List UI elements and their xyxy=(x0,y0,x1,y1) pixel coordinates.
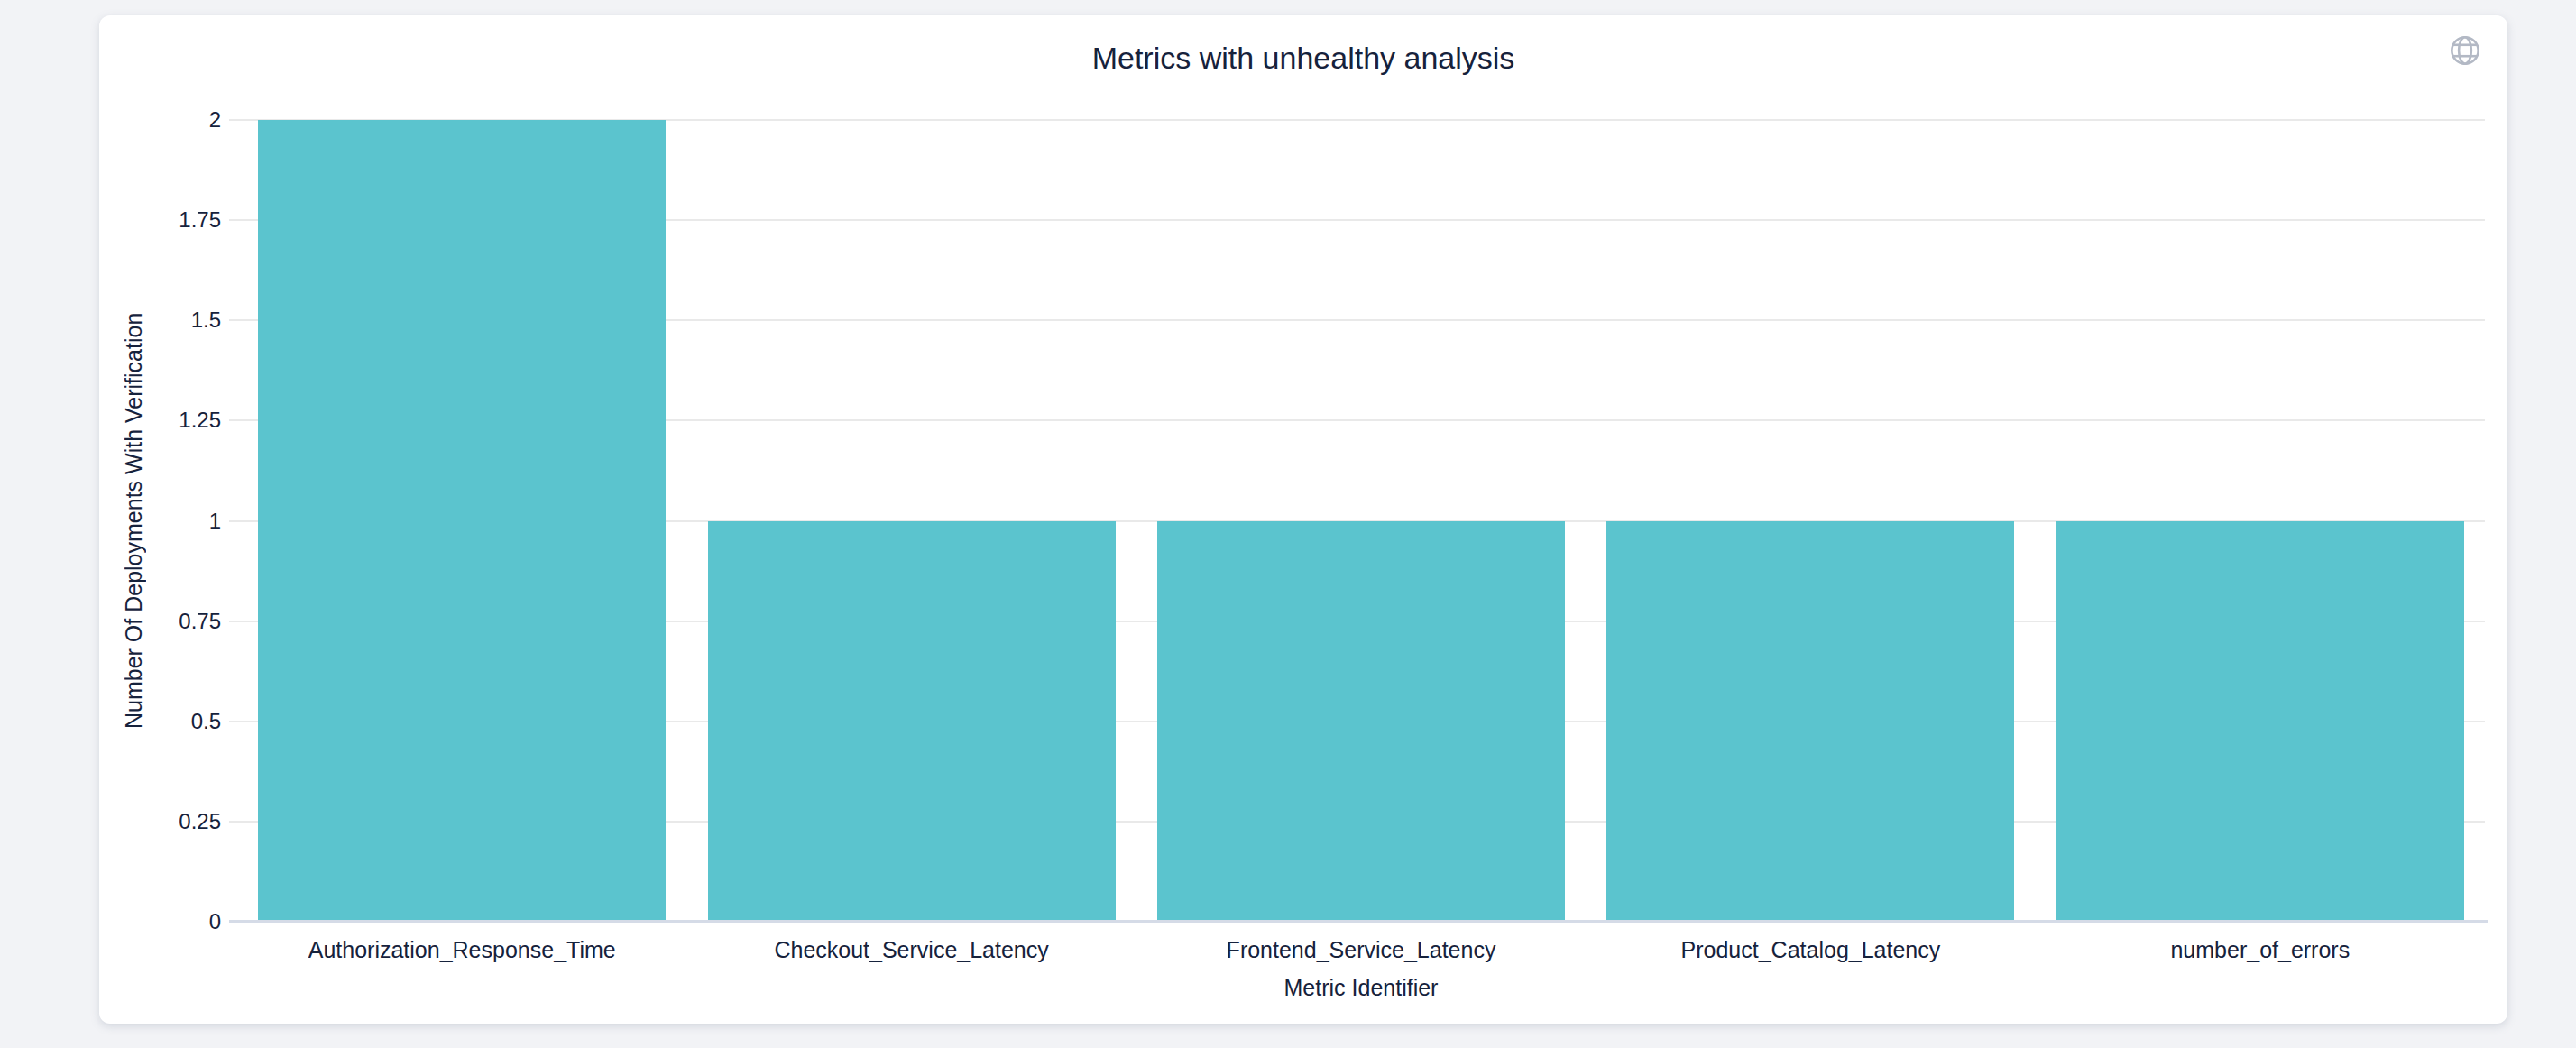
bar-slot xyxy=(1586,120,2035,922)
x-tick-label: Product_Catalog_Latency xyxy=(1586,937,2035,963)
x-axis-line xyxy=(229,920,2488,923)
y-tick-label: 0.75 xyxy=(179,609,221,634)
bar-slot xyxy=(237,120,686,922)
bar-Authorization_Response_Time[interactable] xyxy=(258,120,666,922)
bar-slot xyxy=(2036,120,2485,922)
bar-slot xyxy=(1136,120,1586,922)
bar-Checkout_Service_Latency[interactable] xyxy=(708,521,1116,923)
y-tick-label: 2 xyxy=(209,107,221,133)
x-tick-label: number_of_errors xyxy=(2036,937,2485,963)
y-tick-label: 0.5 xyxy=(191,709,221,734)
globe-button[interactable] xyxy=(2448,33,2482,68)
y-tick-label: 0.25 xyxy=(179,809,221,834)
y-tick-label: 1.25 xyxy=(179,408,221,433)
y-tick-label: 1.75 xyxy=(179,207,221,233)
x-tick-label: Checkout_Service_Latency xyxy=(686,937,1136,963)
x-tick-label: Frontend_Service_Latency xyxy=(1136,937,1586,963)
x-axis-tick-labels: Authorization_Response_TimeCheckout_Serv… xyxy=(237,937,2485,963)
plot-area xyxy=(237,120,2485,922)
bar-Product_Catalog_Latency[interactable] xyxy=(1606,521,2014,923)
chart-card: Metrics with unhealthy analysis Number O… xyxy=(99,15,2507,1024)
bar-number_of_errors[interactable] xyxy=(2056,521,2464,923)
x-axis-title: Metric Identifier xyxy=(237,975,2485,1001)
chart-title: Metrics with unhealthy analysis xyxy=(99,41,2507,76)
bar-Frontend_Service_Latency[interactable] xyxy=(1157,521,1565,923)
bar-slot xyxy=(686,120,1136,922)
y-tick-label: 1 xyxy=(209,509,221,534)
y-axis-tick-labels: 00.250.50.7511.251.51.752 xyxy=(99,120,221,922)
x-tick-label: Authorization_Response_Time xyxy=(237,937,686,963)
globe-icon xyxy=(2448,33,2482,68)
bars-container xyxy=(237,120,2485,922)
y-tick-label: 1.5 xyxy=(191,308,221,333)
y-tick-label: 0 xyxy=(209,909,221,934)
